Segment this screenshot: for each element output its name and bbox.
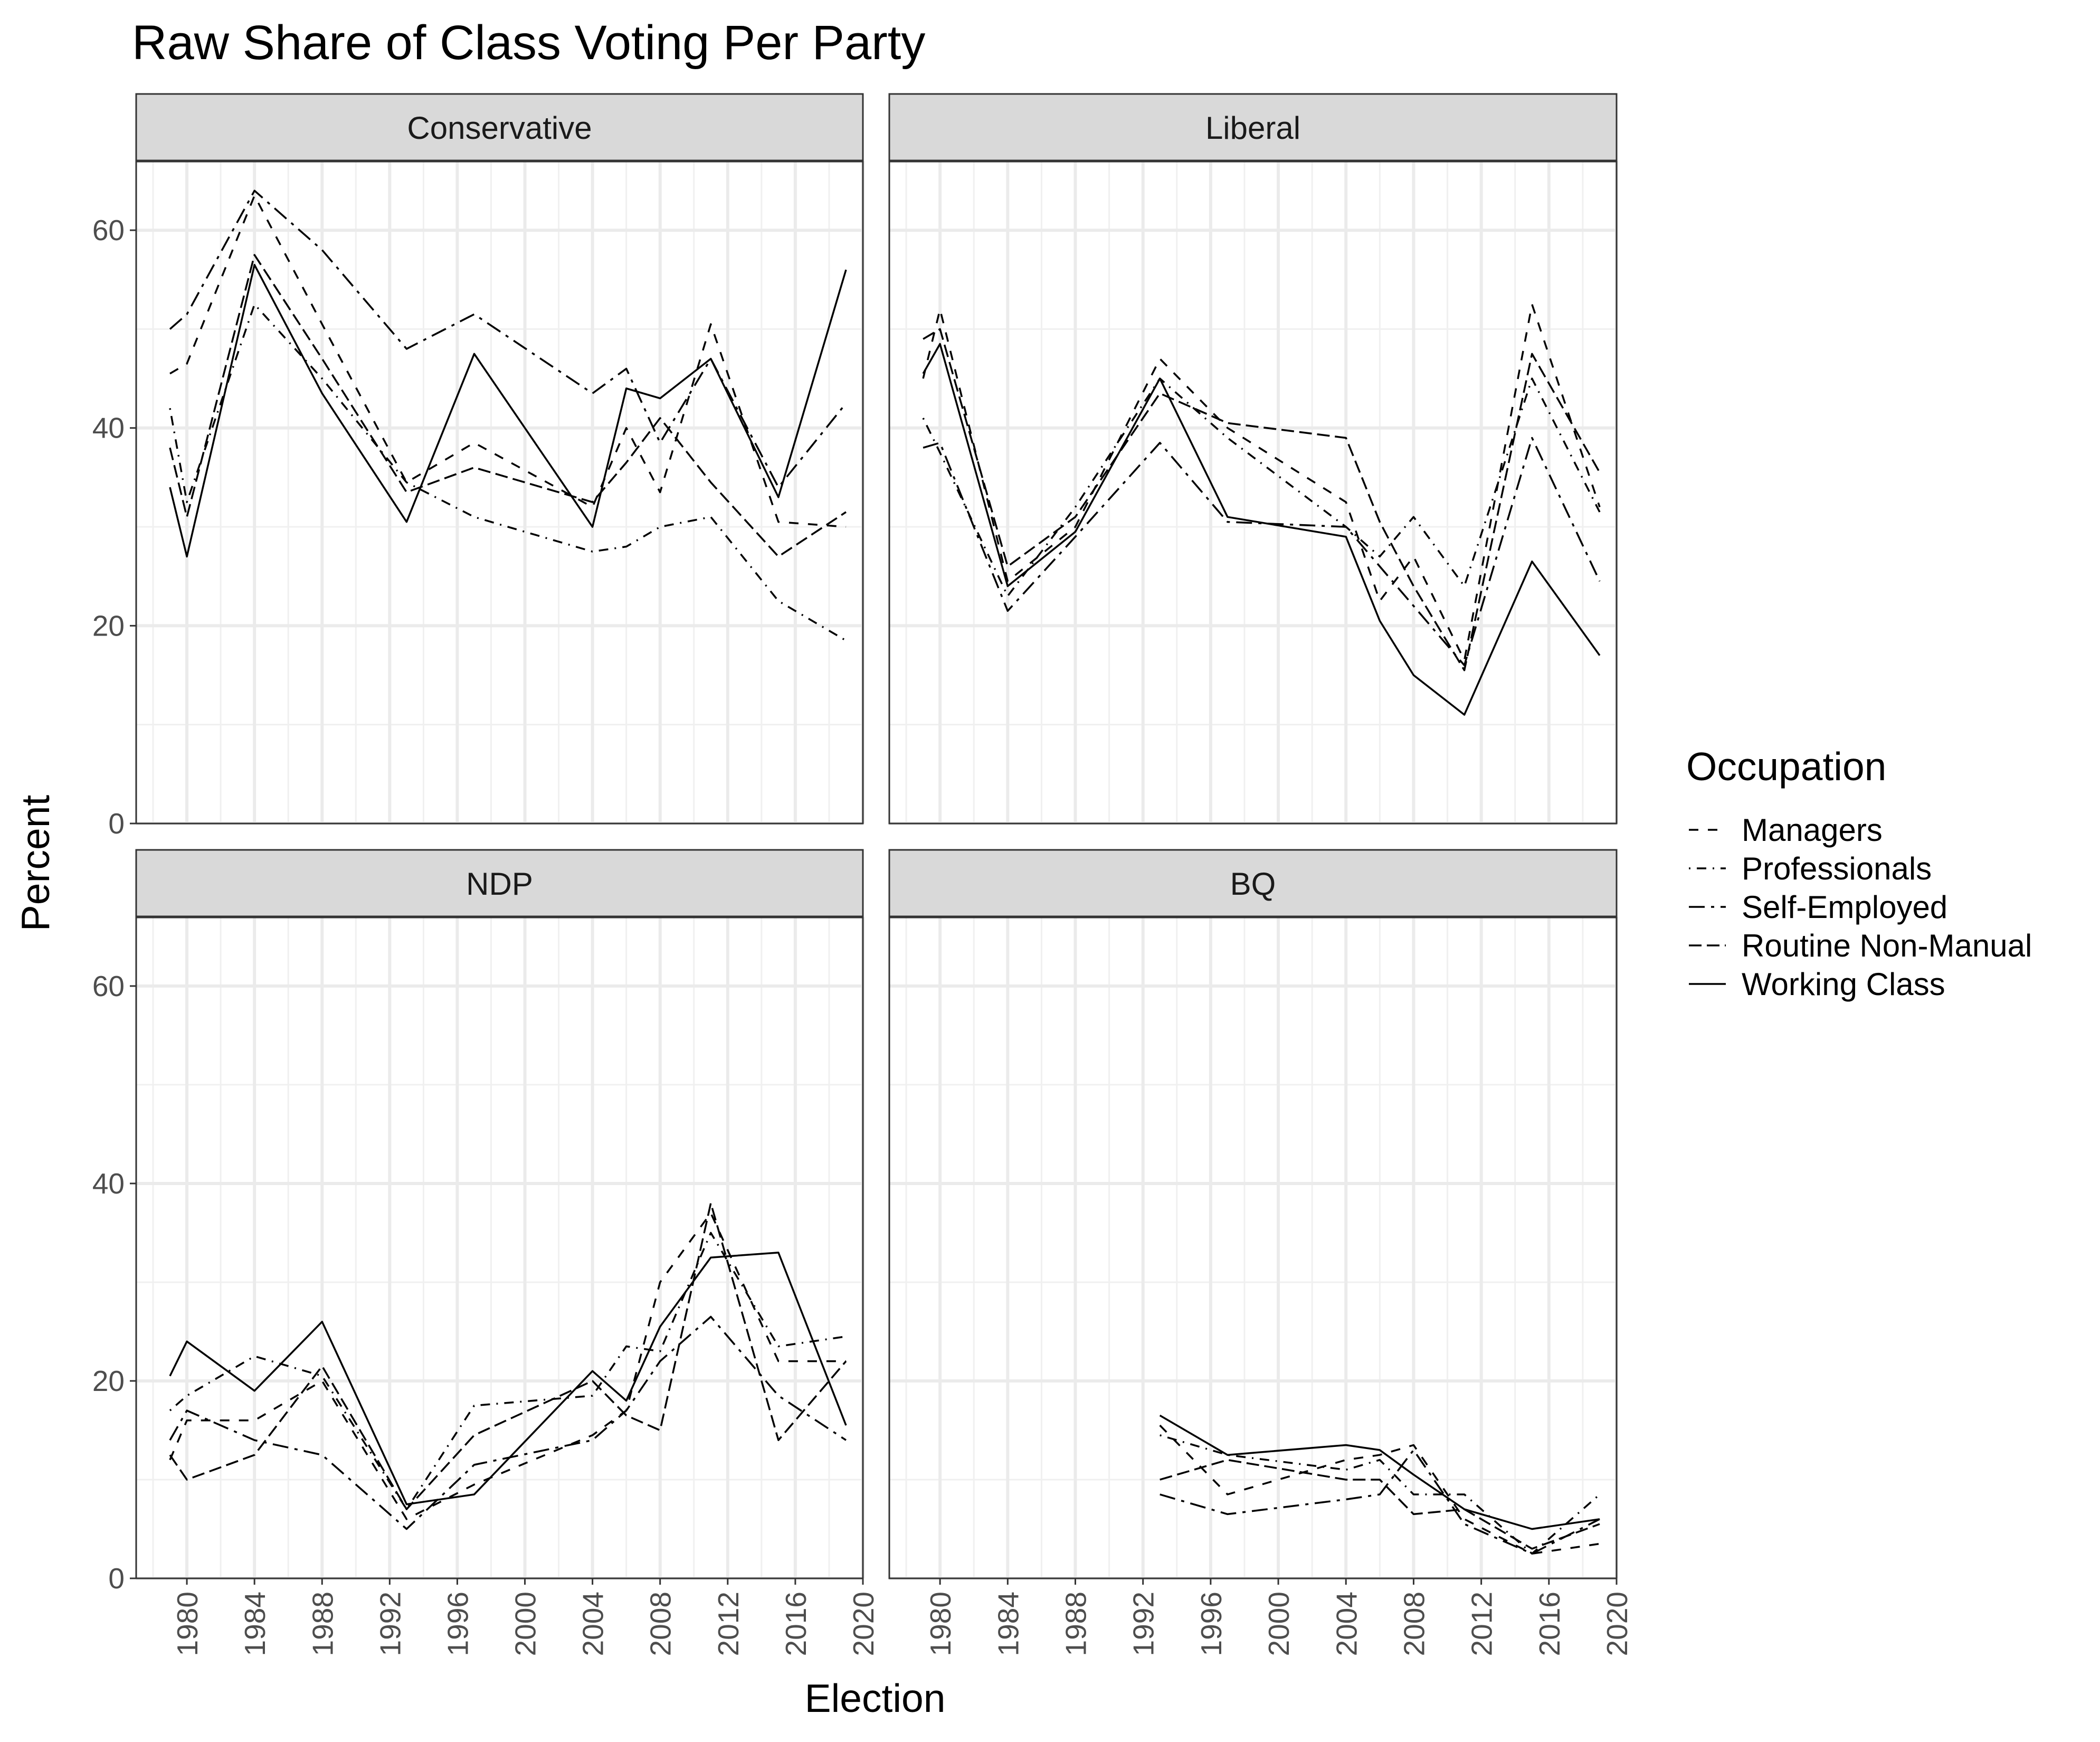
series-line-routine-non-manual (1160, 1459, 1600, 1550)
series-line-routine-non-manual (169, 1202, 847, 1510)
x-tick-label: 2000 (1262, 1592, 1295, 1656)
x-tick-label: 2012 (712, 1592, 745, 1656)
panel-ndp: NDP 0 20 40 60 1980 1984 1988 1992 1996 2000 2004 20… (92, 849, 880, 1656)
series-line-managers (922, 303, 1601, 661)
facet-strip (888, 849, 1618, 918)
x-axis-title: Election (805, 1676, 946, 1720)
x-tick-label: 2004 (577, 1592, 610, 1656)
facet-panels: Conservative 0 20 40 60 Liberal NDP 0 20 40 60 1980… (92, 93, 1633, 1656)
series-line-professionals (169, 303, 847, 642)
legend-label-professionals: Professionals (1742, 851, 1932, 886)
y-tick-label: 20 (92, 609, 125, 642)
y-tick-label: 60 (92, 970, 125, 1002)
series-line-managers (1159, 1424, 1600, 1555)
x-tick-label: 1984 (992, 1592, 1024, 1656)
series-line-self-employed (169, 1315, 847, 1530)
x-tick-label: 1988 (306, 1592, 339, 1656)
series-line-working-class (169, 1252, 847, 1506)
panel-liberal: Liberal (888, 93, 1618, 825)
series-line-routine-non-manual (169, 254, 847, 558)
x-tick-label: 2008 (1398, 1592, 1430, 1656)
x-tick-label: 2016 (1533, 1592, 1566, 1656)
legend-label-routine-non-manual: Routine Non-Manual (1742, 928, 2032, 963)
panel-background (889, 917, 1617, 1578)
series-line-working-class (169, 263, 847, 558)
y-axis-title: Percent (13, 795, 58, 932)
legend-label-managers: Managers (1742, 812, 1883, 848)
y-tick-label: 20 (92, 1365, 125, 1397)
facet-label-conservative: Conservative (407, 110, 592, 146)
facet-strip (888, 93, 1618, 162)
facet-label-bq: BQ (1230, 866, 1276, 902)
x-tick-label: 2012 (1466, 1592, 1498, 1656)
panel-bq: BQ 1980 1984 1988 1992 1996 2000 2004 2008 2012 20… (888, 849, 1633, 1656)
x-tick-label: 1988 (1060, 1592, 1092, 1656)
facet-label-ndp: NDP (466, 866, 533, 902)
x-tick-label: 2004 (1330, 1592, 1363, 1656)
series-line-professionals (169, 1232, 847, 1510)
x-tick-label: 1980 (171, 1592, 204, 1656)
series-line-professionals (922, 377, 1601, 597)
series-line-working-class (1159, 1414, 1600, 1530)
x-tick-label: 2020 (847, 1592, 880, 1656)
y-tick-label: 40 (92, 412, 125, 444)
x-tick-label: 1996 (441, 1592, 474, 1656)
chart-title: Raw Share of Class Voting Per Party (132, 16, 925, 70)
series-line-managers (169, 1212, 846, 1520)
y-tick-label: 60 (92, 214, 125, 247)
x-tick-label: 1992 (1127, 1592, 1160, 1656)
x-tick-label: 1992 (374, 1592, 406, 1656)
series-line-routine-non-manual (923, 328, 1601, 671)
series-line-working-class (922, 343, 1601, 716)
x-tick-label: 2016 (780, 1592, 812, 1656)
legend-label-working-class: Working Class (1742, 967, 1945, 1002)
legend-title: Occupation (1686, 744, 1886, 789)
x-tick-label: 2020 (1601, 1592, 1633, 1656)
x-tick-label: 1996 (1195, 1592, 1228, 1656)
panel-conservative: Conservative 0 20 40 60 (92, 93, 864, 840)
y-tick-label: 0 (108, 807, 125, 840)
legend: Occupation ManagersProfessionalsSelf-Emp… (1686, 744, 2032, 1002)
series-line-self-employed (923, 437, 1601, 667)
series-line-managers (169, 194, 847, 528)
x-tick-label: 1984 (239, 1592, 271, 1656)
y-tick-label: 0 (108, 1562, 125, 1595)
x-tick-label: 2000 (509, 1592, 542, 1656)
x-tick-label: 2008 (644, 1592, 677, 1656)
facet-label-liberal: Liberal (1205, 110, 1300, 146)
legend-label-self-employed: Self-Employed (1742, 889, 1947, 925)
x-tick-label: 1980 (924, 1592, 957, 1656)
series-line-professionals (1160, 1434, 1601, 1555)
y-tick-label: 40 (92, 1167, 125, 1200)
